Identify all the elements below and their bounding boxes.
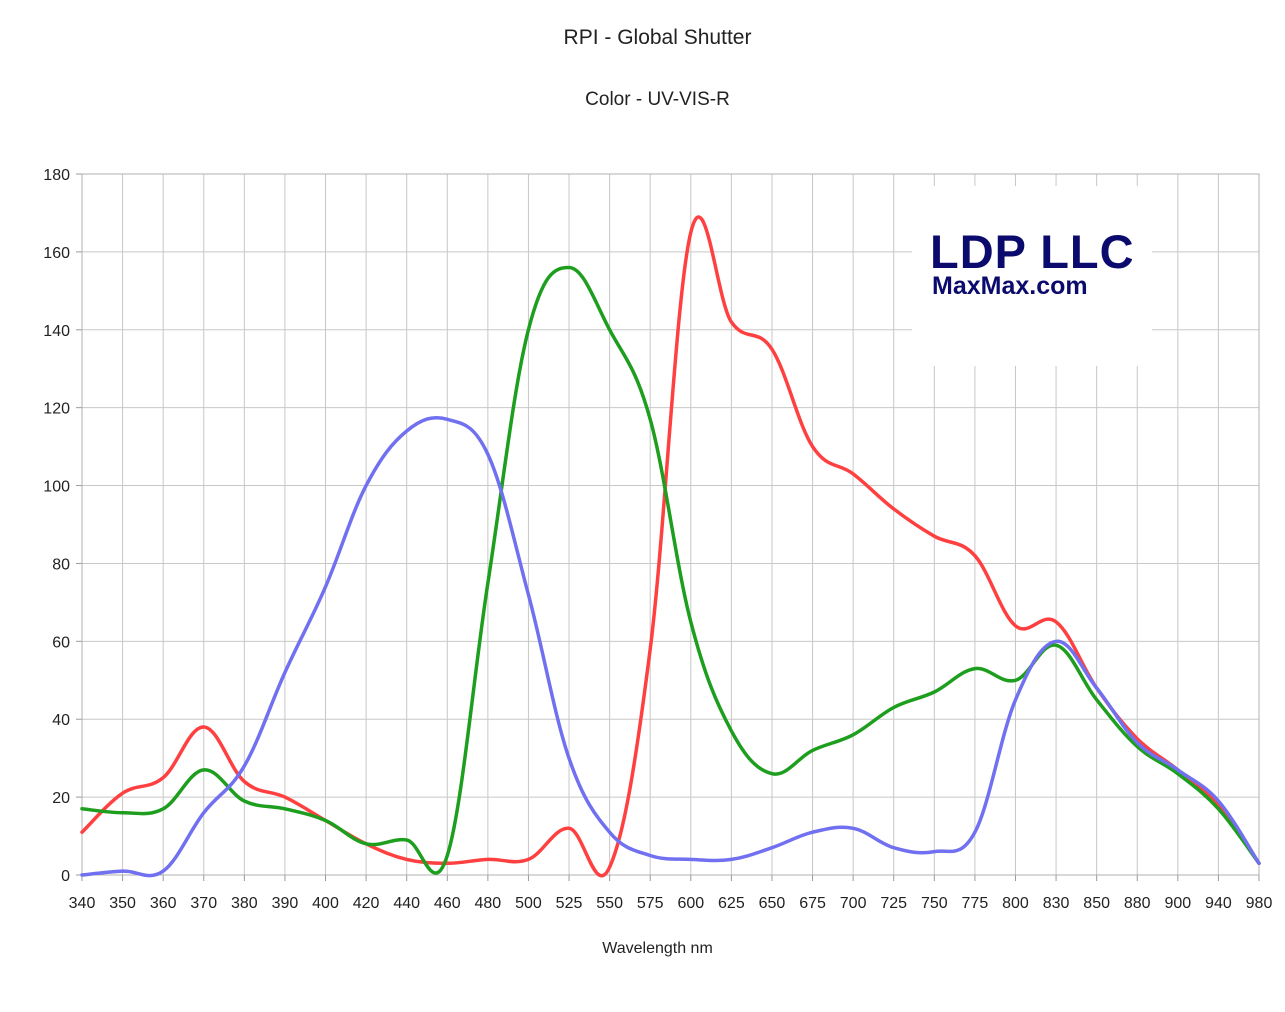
x-tick-label: 380 xyxy=(231,895,258,912)
watermark-logo: LDP LLC MaxMax.com xyxy=(912,186,1152,366)
x-tick-label: 940 xyxy=(1205,895,1232,912)
red-curve xyxy=(80,215,1261,878)
x-tick-label: 650 xyxy=(759,895,786,912)
x-tick-label: 900 xyxy=(1164,895,1191,912)
y-tick-label: 140 xyxy=(43,323,70,340)
y-tick-label: 0 xyxy=(61,868,70,885)
x-tick-label: 525 xyxy=(556,895,583,912)
x-tick-label: 360 xyxy=(150,895,177,912)
axes xyxy=(76,173,1260,881)
x-tick-label: 390 xyxy=(272,895,299,912)
y-tick-label: 20 xyxy=(52,790,70,807)
y-tick-label: 60 xyxy=(52,634,70,651)
x-tick-label: 700 xyxy=(840,895,867,912)
x-tick-label: 550 xyxy=(596,895,623,912)
x-tick-label: 460 xyxy=(434,895,461,912)
x-tick-label: 980 xyxy=(1246,895,1273,912)
x-tick-label: 340 xyxy=(69,895,96,912)
x-tick-label: 830 xyxy=(1043,895,1070,912)
x-tick-label: 500 xyxy=(515,895,542,912)
x-tick-label: 480 xyxy=(475,895,502,912)
y-tick-label: 40 xyxy=(52,712,70,729)
x-tick-label: 575 xyxy=(637,895,664,912)
x-tick-label: 600 xyxy=(677,895,704,912)
x-tick-label: 625 xyxy=(718,895,745,912)
x-tick-label: 880 xyxy=(1124,895,1151,912)
watermark-website: MaxMax.com xyxy=(932,272,1088,300)
series-lines xyxy=(80,215,1261,878)
x-tick-label: 370 xyxy=(190,895,217,912)
y-tick-label: 180 xyxy=(43,167,70,184)
x-tick-label: 775 xyxy=(962,895,989,912)
y-tick-label: 80 xyxy=(52,556,70,573)
chart-subtitle: Color - UV-VIS-R xyxy=(585,89,730,110)
x-axis-label: Wavelength nm xyxy=(602,940,713,957)
y-tick-label: 120 xyxy=(43,401,70,418)
blue-curve xyxy=(80,415,1261,878)
plot-frame xyxy=(81,173,1260,876)
watermark-company: LDP LLC xyxy=(930,225,1135,278)
x-tick-label: 750 xyxy=(921,895,948,912)
x-tick-label: 850 xyxy=(1083,895,1110,912)
y-tick-label: 160 xyxy=(43,245,70,262)
x-tick-label: 400 xyxy=(312,895,339,912)
x-tick-label: 350 xyxy=(109,895,136,912)
x-tick-label: 440 xyxy=(393,895,420,912)
x-tick-label: 800 xyxy=(1002,895,1029,912)
y-tick-label: 100 xyxy=(43,479,70,496)
x-tick-label: 675 xyxy=(799,895,826,912)
chart-title: RPI - Global Shutter xyxy=(563,26,752,49)
x-tick-labels: 340 350 360 370 380 390 400 420 440 460 480 500 525 5… xyxy=(69,895,1273,912)
x-tick-label: 420 xyxy=(353,895,380,912)
y-tick-labels: 0 20 40 60 80 100 120 140 160 180 xyxy=(43,167,70,885)
x-tick-label: 725 xyxy=(880,895,907,912)
